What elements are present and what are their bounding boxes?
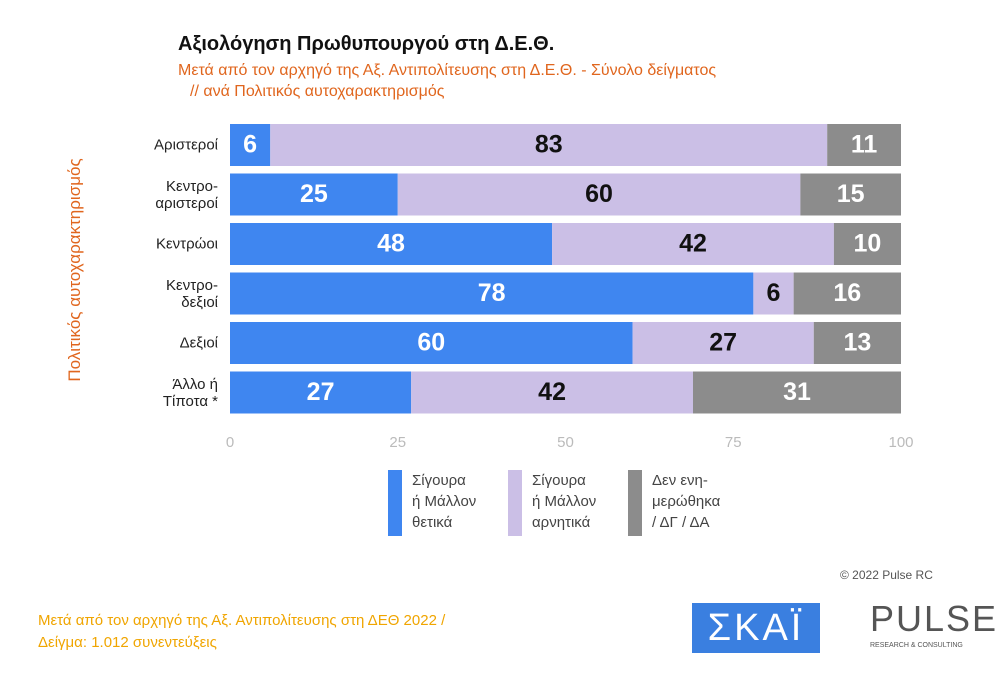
value-label: 42 — [538, 378, 566, 406]
bar-segment — [827, 124, 901, 166]
value-label: 60 — [417, 329, 445, 357]
bar-segment — [230, 173, 398, 216]
value-label: 60 — [585, 180, 613, 208]
x-tick-label: 100 — [888, 434, 913, 451]
bar-segment — [813, 322, 901, 364]
value-label: 13 — [843, 329, 871, 357]
logo-pulse-sub: RESEARCH & CONSULTING — [870, 642, 963, 649]
y-tick-label: Κεντρο- δεξιοί — [166, 276, 218, 311]
bar-segment — [692, 371, 901, 414]
bar-segment — [270, 124, 828, 166]
subtitle: Μετά από τον αρχηγό της Αξ. Αντιπολίτευσ… — [178, 62, 717, 79]
value-label: 10 — [854, 230, 882, 258]
y-tick-label: Άλλο ή Τίποτα * — [162, 375, 218, 410]
y-tick-label: Δεξιοί — [179, 334, 218, 352]
legend-swatch — [508, 470, 522, 536]
logo-skai: ΣΚΑΪ — [692, 603, 820, 653]
legend-label: Δεν ενη- μερώθηκα / ΔΓ / ΔΑ — [652, 472, 721, 531]
x-tick-label: 75 — [725, 434, 742, 451]
bar-segment — [230, 371, 412, 414]
bar-segment — [552, 223, 834, 265]
bar-segment — [230, 124, 271, 166]
value-label: 48 — [377, 230, 405, 258]
bar-segment — [230, 322, 633, 364]
value-label: 27 — [307, 378, 335, 406]
legend-label: Σίγουρα ή Μάλλον αρνητικά — [532, 472, 597, 531]
value-label: 42 — [679, 230, 707, 258]
value-label: 16 — [833, 279, 861, 307]
x-tick-label: 0 — [226, 434, 234, 451]
value-label: 78 — [478, 279, 506, 307]
value-label: 25 — [300, 180, 328, 208]
x-tick-label: 50 — [557, 434, 574, 451]
subtitle: // ανά Πολιτικός αυτοχαρακτηρισμός — [190, 83, 445, 100]
y-tick-label: Αριστεροί — [154, 136, 218, 154]
value-label: 11 — [851, 131, 878, 159]
legend-swatch — [388, 470, 402, 536]
x-tick-label: 25 — [389, 434, 406, 451]
bar-segment — [833, 223, 901, 265]
value-label: 27 — [709, 329, 737, 357]
bar-segment — [411, 371, 693, 414]
value-label: 31 — [783, 378, 811, 406]
legend-label: Σίγουρα ή Μάλλον θετικά — [412, 472, 477, 531]
bar-segment — [632, 322, 814, 364]
y-axis-label: Πολιτικός αυτοχαρακτηρισμός — [65, 158, 84, 382]
value-label: 83 — [535, 131, 563, 159]
bar-segment — [753, 272, 794, 315]
footer-note: Μετά από τον αρχηγό της Αξ. Αντιπολίτευσ… — [38, 612, 446, 629]
bar-segment — [230, 223, 553, 265]
logo-pulse: PULSE — [870, 598, 999, 639]
value-label: 15 — [837, 180, 865, 208]
copyright: © 2022 Pulse RC — [840, 568, 933, 582]
legend-swatch — [628, 470, 642, 536]
y-tick-label: Κεντρο- αριστεροί — [155, 177, 218, 212]
bar-segment — [397, 173, 801, 216]
bar-segment — [230, 272, 754, 315]
chart-title: Αξιολόγηση Πρωθυπουργού στη Δ.Ε.Θ. — [178, 33, 555, 55]
y-tick-label: Κεντρώοι — [155, 235, 218, 253]
bar-segment — [800, 173, 901, 216]
value-label: 6 — [243, 131, 257, 159]
value-label: 6 — [767, 279, 781, 307]
bar-segment — [793, 272, 901, 315]
footer-note: Δείγμα: 1.012 συνεντεύξεις — [38, 634, 217, 651]
